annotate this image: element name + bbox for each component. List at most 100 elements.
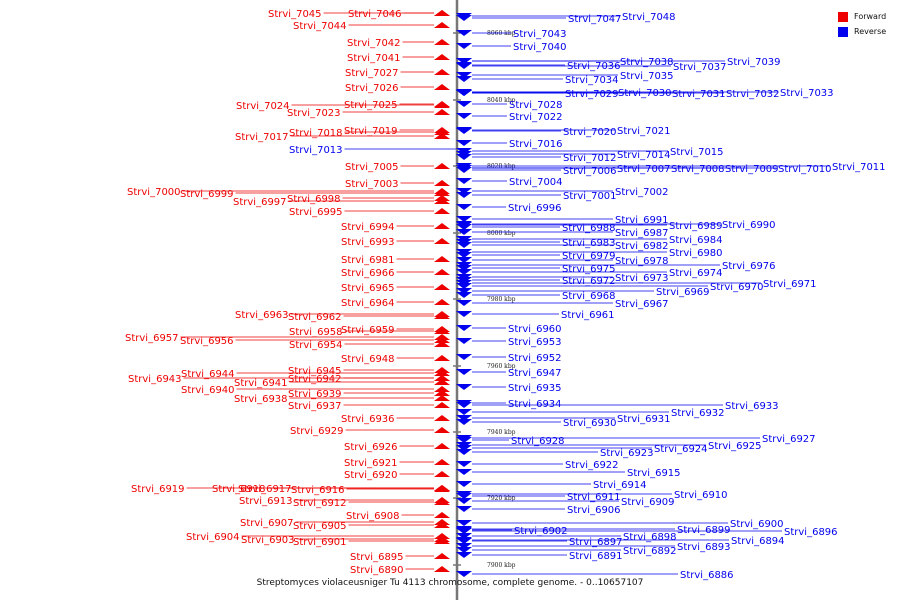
map-caption: Streptomyces violaceusniger Tu 4113 chro… — [256, 578, 644, 588]
forward-gene-feature — [434, 553, 450, 559]
forward-gene-feature — [434, 471, 450, 477]
forward-gene-feature — [434, 22, 450, 28]
gene-label: Strvi_6973 — [615, 273, 669, 284]
gene-label: Strvi_6956 — [180, 336, 234, 347]
gene-label: Strvi_6957 — [125, 333, 179, 344]
gene-label: Strvi_6915 — [627, 468, 681, 479]
reverse-gene-feature — [456, 192, 472, 198]
gene-label: Strvi_6934 — [508, 399, 562, 410]
gene-label: Strvi_6926 — [344, 442, 398, 453]
forward-gene-feature — [434, 284, 450, 290]
reverse-gene-feature — [456, 552, 472, 558]
gene-label: Strvi_6967 — [615, 299, 669, 310]
gene-label: Strvi_6918 — [212, 484, 266, 495]
reverse-gene-feature — [456, 571, 472, 577]
reverse-gene-feature — [456, 30, 472, 36]
forward-gene-feature — [434, 395, 450, 401]
reverse-gene-feature — [456, 58, 472, 64]
scale-tick-label: 8040 kbp — [487, 97, 516, 104]
reverse-gene-feature — [456, 288, 472, 294]
gene-label: Strvi_7038 — [620, 57, 674, 68]
forward-gene-feature — [434, 109, 450, 115]
gene-label: Strvi_6938 — [234, 394, 288, 405]
gene-label: Strvi_6935 — [508, 383, 562, 394]
gene-label: Strvi_6906 — [567, 505, 621, 516]
reverse-gene-feature — [456, 204, 472, 210]
gene-label: Strvi_7033 — [780, 88, 834, 99]
reverse-gene-feature — [456, 113, 472, 119]
gene-label: Strvi_6937 — [288, 401, 342, 412]
gene-label: Strvi_6895 — [350, 552, 404, 563]
forward-gene-feature — [434, 341, 450, 347]
gene-label: Strvi_7036 — [567, 61, 621, 72]
gene-label: Strvi_6978 — [615, 256, 669, 267]
reverse-gene-feature — [456, 449, 472, 455]
gene-label: Strvi_7020 — [563, 127, 617, 138]
gene-label: Strvi_6980 — [669, 248, 723, 259]
reverse-gene-feature — [456, 419, 472, 425]
gene-label: Strvi_6964 — [341, 298, 395, 309]
gene-label: Strvi_6979 — [562, 251, 616, 262]
gene-label: Strvi_6893 — [677, 542, 731, 553]
gene-label: Strvi_6944 — [181, 369, 235, 380]
gene-label: Strvi_6932 — [671, 408, 725, 419]
gene-label: Strvi_6920 — [344, 470, 398, 481]
gene-label: Strvi_6960 — [508, 324, 562, 335]
gene-label: Strvi_6907 — [240, 518, 294, 529]
gene-label: Strvi_6908 — [346, 511, 400, 522]
forward-gene-feature — [434, 427, 450, 433]
reverse-gene-feature — [456, 188, 472, 194]
gene-label: Strvi_6917 — [238, 484, 292, 495]
gene-label: Strvi_7024 — [236, 101, 290, 112]
gene-label: Strvi_7042 — [347, 38, 401, 49]
forward-gene-feature — [434, 39, 450, 45]
gene-label: Strvi_7023 — [287, 108, 341, 119]
reverse-gene-feature — [456, 498, 472, 504]
gene-label: Strvi_6974 — [669, 268, 723, 279]
gene-label: Strvi_7003 — [345, 179, 399, 190]
scale-tick-label: 7980 kbp — [487, 296, 516, 303]
gene-label: Strvi_6891 — [569, 551, 623, 562]
gene-label: Strvi_6959 — [341, 325, 395, 336]
reverse-gene-feature — [456, 537, 472, 543]
gene-label: Strvi_6905 — [293, 521, 347, 532]
gene-label: Strvi_7041 — [347, 53, 401, 64]
gene-label: Strvi_6983 — [562, 238, 616, 249]
reverse-gene-feature — [456, 221, 472, 227]
gene-label: Strvi_7044 — [293, 21, 347, 32]
gene-label: Strvi_6962 — [288, 312, 342, 323]
reverse-gene-feature — [456, 89, 472, 95]
gene-label: Strvi_6931 — [617, 414, 671, 425]
reverse-gene-feature — [456, 72, 472, 78]
gene-label: Strvi_6921 — [344, 458, 398, 469]
gene-label: Strvi_6991 — [615, 215, 669, 226]
reverse-gene-feature — [456, 469, 472, 475]
gene-label: Strvi_7014 — [617, 150, 671, 161]
gene-label: Strvi_7022 — [509, 112, 563, 123]
gene-label: Strvi_7005 — [345, 162, 399, 173]
gene-label: Strvi_6968 — [562, 291, 616, 302]
forward-gene-feature — [434, 127, 450, 133]
gene-label: Strvi_7004 — [509, 177, 563, 188]
scale-tick-label: 7920 kbp — [487, 495, 516, 502]
reverse-gene-feature — [456, 43, 472, 49]
forward-gene-feature — [434, 223, 450, 229]
reverse-gene-feature — [456, 127, 472, 133]
forward-gene-feature — [434, 402, 450, 408]
reverse-gene-feature — [456, 445, 472, 451]
scale-tick-label: 8060 kbp — [487, 30, 516, 37]
forward-gene-feature — [434, 198, 450, 204]
reverse-gene-feature — [456, 533, 472, 539]
leader-lines — [180, 12, 830, 575]
reverse-gene-feature — [456, 311, 472, 317]
reverse-gene-feature — [456, 216, 472, 222]
gene-label: Strvi_7017 — [235, 132, 289, 143]
reverse-gene-feature — [456, 13, 472, 19]
forward-gene-feature — [434, 313, 450, 319]
gene-label: Strvi_6886 — [680, 570, 734, 581]
gene-label: Strvi_6904 — [186, 532, 240, 543]
forward-gene-feature — [434, 486, 450, 492]
gene-label: Strvi_7035 — [620, 71, 674, 82]
forward-gene-feature — [434, 355, 450, 361]
